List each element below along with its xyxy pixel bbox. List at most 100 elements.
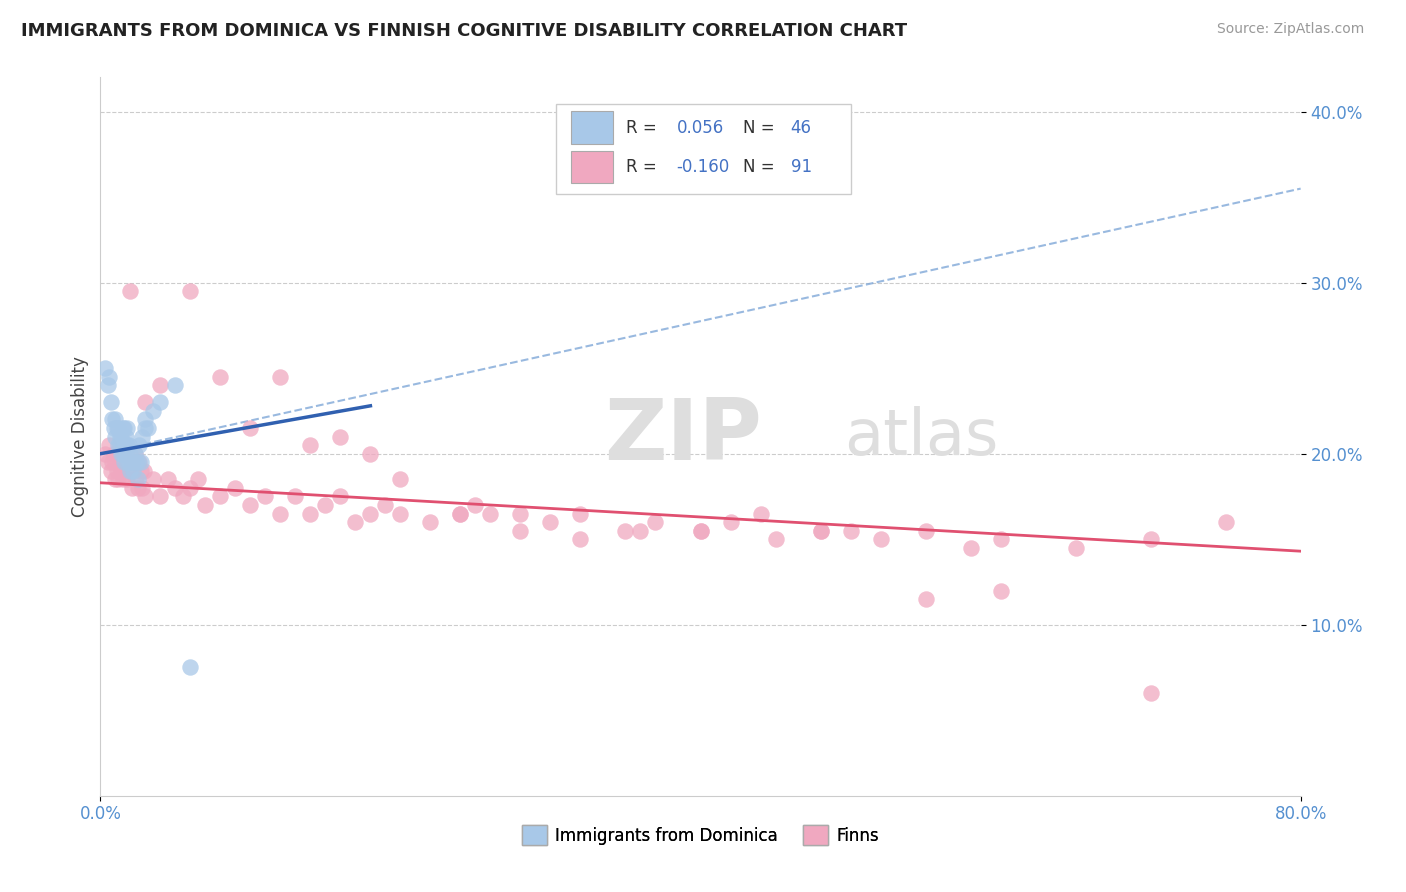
Legend: Immigrants from Dominica, Finns: Immigrants from Dominica, Finns bbox=[516, 818, 886, 852]
Point bbox=[115, 429, 138, 443]
Point bbox=[108, 429, 131, 443]
Point bbox=[839, 524, 862, 538]
Text: IMMIGRANTS FROM DOMINICA VS FINNISH COGNITIVE DISABILITY CORRELATION CHART: IMMIGRANTS FROM DOMINICA VS FINNISH COGN… bbox=[21, 22, 907, 40]
Point bbox=[94, 447, 117, 461]
Point bbox=[179, 660, 201, 674]
Point bbox=[117, 438, 139, 452]
Point bbox=[644, 515, 666, 529]
Point bbox=[103, 421, 125, 435]
Point bbox=[172, 490, 194, 504]
Point bbox=[134, 490, 156, 504]
Point bbox=[689, 524, 711, 538]
Point bbox=[110, 429, 132, 443]
Text: R =: R = bbox=[626, 119, 662, 136]
Point bbox=[125, 472, 148, 486]
Point bbox=[100, 395, 122, 409]
Point bbox=[112, 447, 135, 461]
Point bbox=[101, 412, 124, 426]
Point bbox=[765, 533, 787, 547]
Point bbox=[419, 515, 441, 529]
Point bbox=[630, 524, 652, 538]
Point bbox=[187, 472, 209, 486]
Point bbox=[120, 284, 142, 298]
Text: ZIP: ZIP bbox=[605, 395, 762, 478]
Point bbox=[239, 421, 262, 435]
Point bbox=[134, 395, 156, 409]
Point bbox=[111, 438, 134, 452]
Point bbox=[569, 533, 592, 547]
Point bbox=[111, 447, 134, 461]
Point bbox=[914, 592, 936, 607]
Point bbox=[359, 507, 381, 521]
Point bbox=[104, 412, 127, 426]
Point bbox=[540, 515, 562, 529]
Point bbox=[105, 464, 128, 478]
Point bbox=[569, 507, 592, 521]
Point bbox=[98, 369, 121, 384]
Point bbox=[990, 533, 1012, 547]
Point bbox=[98, 438, 121, 452]
Point bbox=[104, 472, 127, 486]
Point bbox=[127, 455, 149, 469]
Point bbox=[314, 498, 336, 512]
Point bbox=[749, 507, 772, 521]
Point bbox=[112, 421, 135, 435]
Point bbox=[112, 438, 135, 452]
Point bbox=[479, 507, 502, 521]
Point bbox=[121, 481, 143, 495]
Point bbox=[138, 421, 160, 435]
Text: R =: R = bbox=[626, 158, 662, 176]
Point bbox=[464, 498, 486, 512]
Point bbox=[194, 498, 217, 512]
Point bbox=[128, 438, 150, 452]
Point bbox=[118, 455, 141, 469]
Text: Source: ZipAtlas.com: Source: ZipAtlas.com bbox=[1216, 22, 1364, 37]
Point bbox=[344, 515, 367, 529]
Point bbox=[107, 438, 129, 452]
Point bbox=[110, 464, 132, 478]
Point bbox=[329, 429, 352, 443]
Point bbox=[509, 524, 531, 538]
Point bbox=[329, 490, 352, 504]
Point bbox=[449, 507, 471, 521]
Point bbox=[810, 524, 832, 538]
Point bbox=[156, 472, 179, 486]
Point bbox=[209, 490, 232, 504]
Text: 46: 46 bbox=[790, 119, 811, 136]
Text: -0.160: -0.160 bbox=[676, 158, 730, 176]
Point bbox=[120, 447, 142, 461]
Point bbox=[254, 490, 277, 504]
FancyBboxPatch shape bbox=[557, 104, 851, 194]
Point bbox=[389, 507, 412, 521]
Point bbox=[149, 490, 172, 504]
Point bbox=[284, 490, 307, 504]
Point bbox=[1139, 686, 1161, 700]
Y-axis label: Cognitive Disability: Cognitive Disability bbox=[72, 356, 89, 517]
Text: 91: 91 bbox=[790, 158, 811, 176]
Point bbox=[101, 455, 124, 469]
Point bbox=[108, 438, 131, 452]
Point bbox=[299, 438, 322, 452]
Point bbox=[100, 464, 122, 478]
Point bbox=[129, 464, 152, 478]
Text: atlas: atlas bbox=[845, 406, 998, 467]
Point bbox=[115, 447, 138, 461]
Point bbox=[142, 472, 165, 486]
Point bbox=[111, 421, 134, 435]
Point bbox=[120, 464, 142, 478]
Point bbox=[299, 507, 322, 521]
Point bbox=[122, 455, 145, 469]
Point bbox=[134, 412, 156, 426]
Point bbox=[142, 404, 165, 418]
Point bbox=[224, 481, 246, 495]
Point bbox=[389, 472, 412, 486]
Point bbox=[108, 455, 131, 469]
Point bbox=[97, 455, 120, 469]
Point bbox=[689, 524, 711, 538]
Point bbox=[103, 447, 125, 461]
Point bbox=[127, 481, 149, 495]
Point bbox=[124, 447, 146, 461]
Point bbox=[132, 464, 155, 478]
Point bbox=[111, 472, 134, 486]
Point bbox=[209, 369, 232, 384]
